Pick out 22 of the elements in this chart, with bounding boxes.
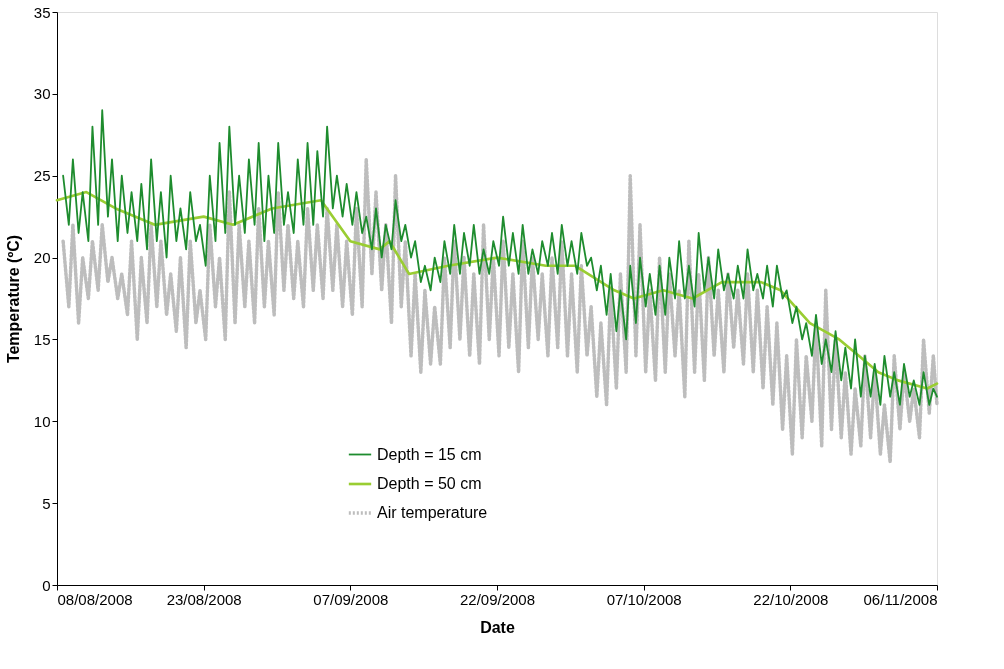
y-tick-label: 5	[42, 494, 51, 512]
y-tick-label: 10	[33, 412, 51, 430]
y-tick-label: 25	[33, 167, 51, 185]
x-tick-label: 23/08/2008	[166, 590, 242, 608]
legend-label: Depth = 15 cm	[377, 445, 482, 463]
y-tick-label: 20	[33, 249, 51, 267]
x-axis-title: Date	[480, 618, 515, 636]
y-tick-label: 0	[42, 576, 51, 594]
legend-label: Depth = 50 cm	[377, 475, 482, 492]
y-tick-label: 35	[33, 3, 51, 21]
x-tick-label: 22/09/2008	[459, 590, 536, 608]
x-tick-label: 07/10/2008	[606, 590, 682, 608]
y-tick-label: 15	[33, 330, 51, 348]
line-series	[61, 157, 939, 464]
y-tick-label: 30	[33, 85, 51, 103]
x-tick-label: 07/09/2008	[313, 590, 389, 608]
x-tick-label: 08/08/2008	[57, 590, 133, 608]
x-tick-label: 06/11/2008	[863, 590, 938, 608]
y-axis-title: Temperature (ºC)	[4, 234, 22, 364]
legend-label: Air temperature	[377, 504, 488, 521]
x-tick-label: 22/10/2008	[753, 590, 829, 608]
line-series	[62, 109, 938, 406]
